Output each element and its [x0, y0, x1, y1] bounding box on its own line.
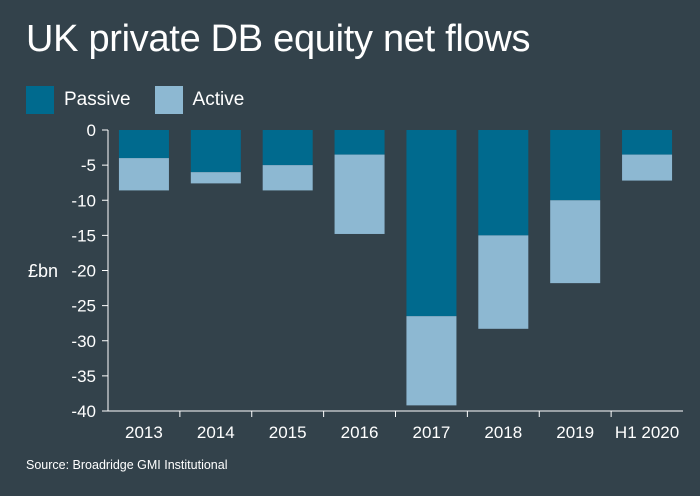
bar-passive-h1-2020 [622, 130, 673, 155]
bar-active-2016 [334, 154, 385, 234]
x-axis: 2013 2014 2015 2016 2017 2018 2019 H1 2020 [108, 410, 683, 442]
source-note: Source: Broadridge GMI Institutional [26, 458, 228, 472]
y-axis: 0 -5 -10 -15 -20 -25 -30 -35 -40 [71, 121, 109, 421]
y-tick-label: -10 [71, 191, 96, 210]
y-tick-label: -30 [71, 332, 96, 351]
bar-active-2019 [550, 200, 601, 284]
bar-passive-2019 [550, 130, 601, 201]
legend-label-active: Active [192, 89, 245, 110]
bar-passive-2014 [190, 130, 241, 173]
x-tick-label: 2017 [413, 423, 451, 442]
bar-active-2014 [190, 172, 241, 184]
bar-passive-2016 [334, 130, 385, 155]
x-tick-label: 2018 [484, 423, 522, 442]
y-tick-label: -5 [81, 156, 96, 175]
y-tick-label: -20 [71, 262, 96, 281]
bar-passive-2018 [478, 130, 529, 236]
x-tick-label: 2019 [556, 423, 594, 442]
y-tick-label: 0 [87, 121, 96, 140]
bar-passive-2015 [262, 130, 313, 166]
legend-item-passive: Passive [26, 86, 131, 114]
y-tick-label: -15 [71, 226, 96, 245]
legend: Passive Active [26, 86, 244, 114]
bar-active-2015 [262, 165, 313, 191]
bar-active-2018 [478, 235, 529, 329]
x-tick-label: 2014 [197, 423, 235, 442]
bar-active-2013 [118, 158, 169, 191]
bar-active-2017 [406, 316, 457, 406]
x-tick-label: 2013 [125, 423, 163, 442]
y-axis-label: £bn [28, 261, 58, 281]
legend-swatch-active [154, 86, 183, 114]
x-tick-label: 2016 [341, 423, 379, 442]
legend-swatch-passive [26, 86, 54, 114]
legend-label-passive: Passive [64, 89, 131, 110]
x-tick-label: H1 2020 [615, 423, 679, 442]
bar-passive-2017 [406, 130, 457, 317]
y-tick-label: -35 [71, 367, 96, 386]
bar-active-h1-2020 [622, 154, 673, 181]
legend-item-active: Active [154, 86, 245, 114]
y-tick-label: -25 [71, 297, 96, 316]
bar-passive-2013 [118, 130, 169, 159]
y-tick-label: -40 [71, 402, 96, 421]
x-tick-label: 2015 [269, 423, 307, 442]
bars [118, 130, 673, 406]
chart-title: UK private DB equity net flows [26, 18, 531, 60]
